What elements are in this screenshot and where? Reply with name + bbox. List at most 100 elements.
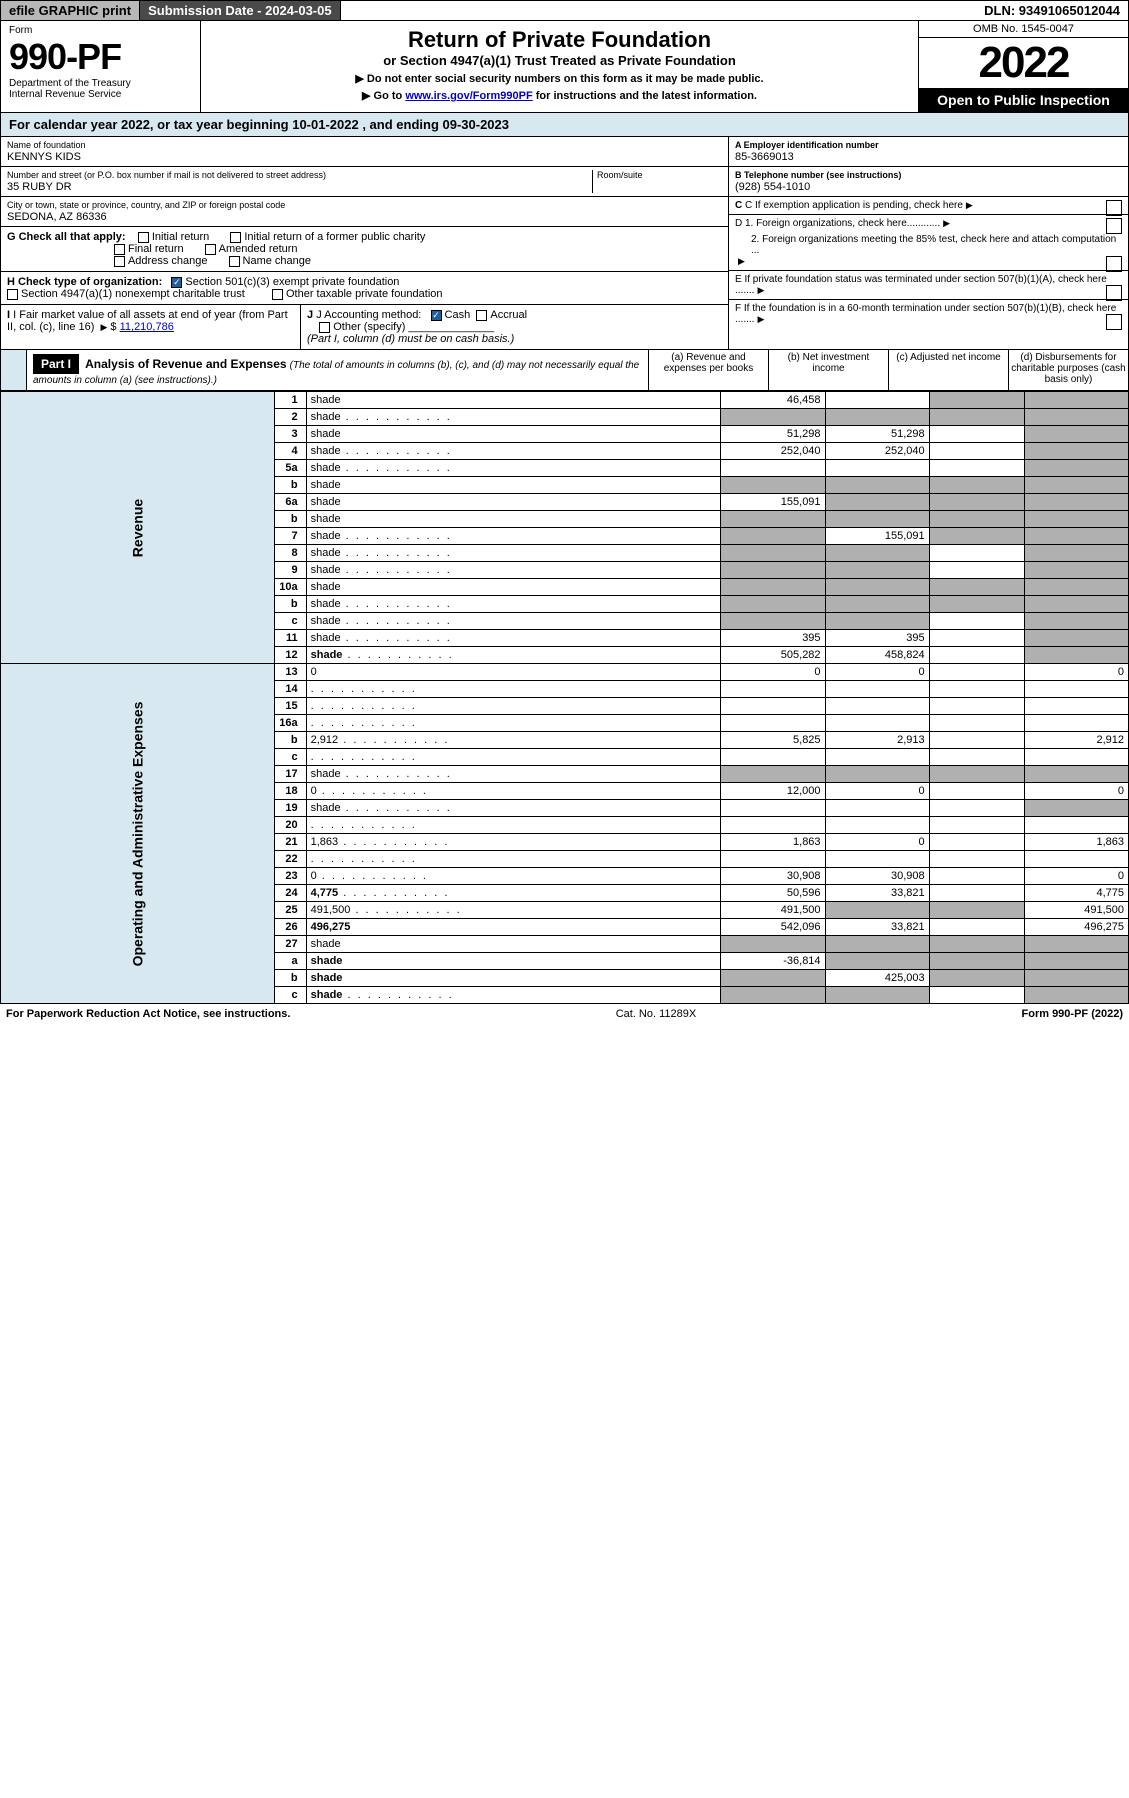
- cb-address-change[interactable]: Address change: [114, 255, 208, 267]
- line-number: b: [274, 477, 306, 494]
- amount-cell: [721, 715, 825, 732]
- amount-cell: 51,298: [721, 426, 825, 443]
- part1-header-row: Part I Analysis of Revenue and Expenses …: [0, 350, 1129, 391]
- amount-cell: -36,814: [721, 953, 825, 970]
- line-number: 14: [274, 681, 306, 698]
- amount-cell: [929, 664, 1024, 681]
- amount-cell: [929, 630, 1024, 647]
- line-description: shade: [306, 511, 721, 528]
- cb-final-return[interactable]: Final return: [114, 243, 184, 255]
- amount-cell: 1,863: [1024, 834, 1128, 851]
- line-description: [306, 715, 721, 732]
- section-c: C C If exemption application is pending,…: [729, 197, 1128, 215]
- amount-cell: [825, 681, 929, 698]
- amount-cell: [721, 460, 825, 477]
- line-description: shade: [306, 426, 721, 443]
- amount-cell: 395: [825, 630, 929, 647]
- fmv-assets-link[interactable]: 11,210,786: [120, 321, 174, 333]
- line-number: 10a: [274, 579, 306, 596]
- line-description: shade: [306, 392, 721, 409]
- amount-cell: [1024, 715, 1128, 732]
- cb-501c3[interactable]: Section 501(c)(3) exempt private foundat…: [171, 276, 399, 288]
- amount-cell: 252,040: [825, 443, 929, 460]
- amount-cell: [929, 698, 1024, 715]
- section-g: G Check all that apply: Initial return I…: [1, 227, 728, 272]
- amount-cell: [1024, 698, 1128, 715]
- amount-cell: [721, 851, 825, 868]
- amount-cell: 0: [1024, 783, 1128, 800]
- form-ref: Form 990-PF (2022): [1022, 1008, 1124, 1020]
- amount-cell: [721, 613, 825, 630]
- section-j: J J Accounting method: Cash Accrual Othe…: [301, 305, 728, 349]
- cb-4947a1[interactable]: Section 4947(a)(1) nonexempt charitable …: [7, 288, 245, 300]
- cb-60month[interactable]: [1106, 314, 1122, 330]
- amount-cell: [1024, 681, 1128, 698]
- cb-foreign-org[interactable]: [1106, 218, 1122, 234]
- amount-cell: [929, 868, 1024, 885]
- amount-cell: [825, 562, 929, 579]
- cb-terminated[interactable]: [1106, 285, 1122, 301]
- line-number: 27: [274, 936, 306, 953]
- line-description: shade: [306, 953, 721, 970]
- amount-cell: [929, 817, 1024, 834]
- efile-print-button[interactable]: efile GRAPHIC print: [1, 1, 140, 20]
- room-label: Room/suite: [597, 170, 722, 180]
- cb-cash[interactable]: Cash: [431, 309, 471, 321]
- amount-cell: 395: [721, 630, 825, 647]
- amount-cell: [929, 460, 1024, 477]
- amount-cell: [721, 579, 825, 596]
- amount-cell: 542,096: [721, 919, 825, 936]
- section-f: F If the foundation is in a 60-month ter…: [729, 300, 1128, 328]
- cb-85pct-test[interactable]: [1106, 256, 1122, 272]
- cb-name-change[interactable]: Name change: [229, 255, 312, 267]
- line-number: 22: [274, 851, 306, 868]
- cb-accrual[interactable]: Accrual: [476, 309, 527, 321]
- amount-cell: [1024, 494, 1128, 511]
- addr-label: Number and street (or P.O. box number if…: [7, 170, 592, 180]
- cb-exemption-pending[interactable]: [1106, 200, 1122, 216]
- cb-initial-return[interactable]: Initial return: [138, 231, 209, 243]
- form-title: Return of Private Foundation: [211, 27, 908, 53]
- entity-info: Name of foundation KENNYS KIDS Number an…: [0, 137, 1129, 350]
- amount-cell: [929, 783, 1024, 800]
- page-footer: For Paperwork Reduction Act Notice, see …: [0, 1004, 1129, 1024]
- amount-cell: [825, 579, 929, 596]
- submission-date: Submission Date - 2024-03-05: [140, 1, 341, 20]
- cb-other-method[interactable]: Other (specify): [319, 321, 405, 333]
- line-number: c: [274, 613, 306, 630]
- line-number: 19: [274, 800, 306, 817]
- amount-cell: [929, 392, 1024, 409]
- col-c-header: (c) Adjusted net income: [888, 350, 1008, 390]
- amount-cell: [825, 851, 929, 868]
- amount-cell: [929, 579, 1024, 596]
- line-description: shade: [306, 987, 721, 1004]
- amount-cell: [825, 715, 929, 732]
- line-number: 20: [274, 817, 306, 834]
- line-description: shade: [306, 613, 721, 630]
- amount-cell: [1024, 477, 1128, 494]
- amount-cell: [1024, 647, 1128, 664]
- revenue-side-label: Revenue: [1, 392, 275, 664]
- amount-cell: 0: [825, 834, 929, 851]
- foundation-address: 35 RUBY DR: [7, 181, 592, 193]
- amount-cell: [929, 647, 1024, 664]
- amount-cell: [1024, 596, 1128, 613]
- amount-cell: [721, 970, 825, 987]
- amount-cell: [1024, 749, 1128, 766]
- cb-amended-return[interactable]: Amended return: [205, 243, 298, 255]
- form990pf-link[interactable]: www.irs.gov/Form990PF: [405, 90, 532, 102]
- cb-initial-former[interactable]: Initial return of a former public charit…: [230, 231, 425, 243]
- line-number: 23: [274, 868, 306, 885]
- line-description: [306, 698, 721, 715]
- line-number: 2: [274, 409, 306, 426]
- line-number: 6a: [274, 494, 306, 511]
- amount-cell: 4,775: [1024, 885, 1128, 902]
- cb-other-taxable[interactable]: Other taxable private foundation: [272, 288, 443, 300]
- line-description: shade: [306, 596, 721, 613]
- amount-cell: 50,596: [721, 885, 825, 902]
- amount-cell: [825, 477, 929, 494]
- amount-cell: [1024, 953, 1128, 970]
- line-description: [306, 817, 721, 834]
- line-number: 9: [274, 562, 306, 579]
- amount-cell: [929, 919, 1024, 936]
